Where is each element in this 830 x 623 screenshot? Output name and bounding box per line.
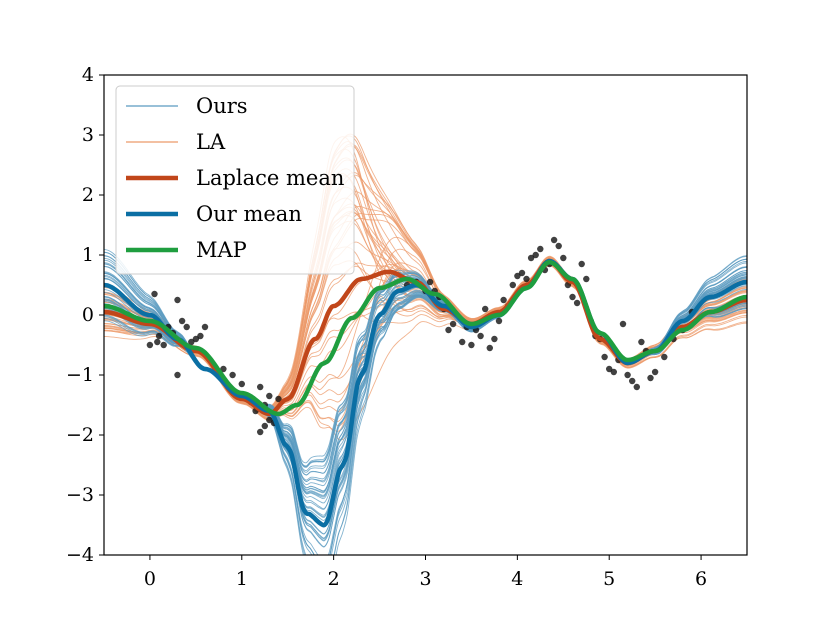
- data-point: [266, 392, 273, 400]
- data-point: [275, 395, 282, 403]
- data-point: [266, 416, 273, 424]
- y-tick-label: −2: [66, 424, 94, 446]
- data-point: [459, 338, 466, 346]
- legend-label: MAP: [196, 238, 247, 262]
- y-tick-label: −4: [66, 544, 94, 566]
- data-point: [537, 245, 544, 253]
- data-point: [155, 332, 163, 340]
- data-point: [257, 428, 264, 436]
- legend-label: Laplace mean: [196, 166, 344, 190]
- data-point: [183, 323, 190, 331]
- data-point: [555, 242, 562, 250]
- data-point: [151, 290, 158, 298]
- x-tick-label: 2: [328, 568, 340, 590]
- x-tick-label: 3: [419, 568, 431, 590]
- x-axis: 0 1 2 3 4 5 6: [144, 555, 707, 590]
- data-point: [661, 353, 668, 361]
- data-point: [624, 371, 631, 379]
- data-point: [532, 251, 539, 259]
- y-axis: −4 −3 −2 −1 0 1 2 3 4: [66, 64, 104, 566]
- data-point: [495, 317, 503, 325]
- data-point: [523, 275, 530, 283]
- data-point: [578, 260, 585, 268]
- data-point: [178, 317, 186, 325]
- la-sample-line: [104, 262, 747, 422]
- data-point: [201, 323, 209, 331]
- data-point: [482, 305, 489, 313]
- data-point: [527, 254, 535, 262]
- data-point: [500, 296, 507, 304]
- x-tick-label: 6: [695, 568, 707, 590]
- data-point: [514, 272, 521, 280]
- data-point: [426, 278, 434, 286]
- map-line: [104, 259, 747, 417]
- data-point: [601, 353, 608, 361]
- y-tick-label: 3: [82, 124, 94, 146]
- data-point: [238, 380, 245, 388]
- y-tick-label: 4: [82, 64, 94, 86]
- data-point: [651, 368, 659, 376]
- data-point: [174, 371, 181, 379]
- legend-label: Ours: [196, 94, 248, 118]
- data-point: [606, 365, 613, 373]
- y-tick-label: −3: [66, 484, 94, 506]
- data-point: [477, 332, 484, 340]
- data-point: [629, 377, 636, 385]
- data-point: [619, 320, 627, 328]
- x-tick-label: 5: [603, 568, 615, 590]
- data-point: [146, 341, 154, 349]
- data-point: [160, 341, 167, 349]
- y-tick-label: 0: [82, 304, 94, 326]
- data-point: [445, 326, 452, 334]
- data-point: [468, 341, 475, 349]
- legend-box: [115, 85, 355, 275]
- legend: Ours LA Laplace mean Our mean MAP: [115, 85, 355, 275]
- data-point: [174, 296, 181, 304]
- data-point: [638, 338, 645, 346]
- data-point: [449, 320, 457, 328]
- data-point: [261, 422, 268, 430]
- data-point: [647, 374, 654, 382]
- data-point: [583, 275, 590, 283]
- data-point: [573, 299, 581, 307]
- data-point: [569, 293, 576, 301]
- legend-label: Our mean: [196, 202, 302, 226]
- mean-curves: [104, 258, 747, 528]
- data-point: [491, 335, 498, 343]
- x-tick-label: 0: [144, 568, 156, 590]
- legend-label: LA: [196, 130, 226, 154]
- y-tick-label: 1: [82, 244, 94, 266]
- data-point: [197, 332, 204, 340]
- x-tick-label: 1: [236, 568, 248, 590]
- data-point: [192, 335, 200, 343]
- y-tick-label: 2: [82, 184, 94, 206]
- data-point: [550, 236, 558, 244]
- data-point: [610, 368, 617, 376]
- data-point: [154, 338, 161, 346]
- data-point: [257, 383, 264, 391]
- data-point: [188, 338, 195, 346]
- observed-points: [146, 236, 696, 436]
- data-point: [633, 383, 640, 391]
- data-point: [220, 365, 227, 373]
- data-point: [229, 371, 236, 379]
- data-point: [486, 344, 493, 352]
- data-point: [518, 269, 526, 277]
- y-tick-label: −1: [66, 364, 94, 386]
- x-tick-label: 4: [511, 568, 523, 590]
- data-point: [509, 281, 516, 289]
- data-point: [560, 254, 567, 262]
